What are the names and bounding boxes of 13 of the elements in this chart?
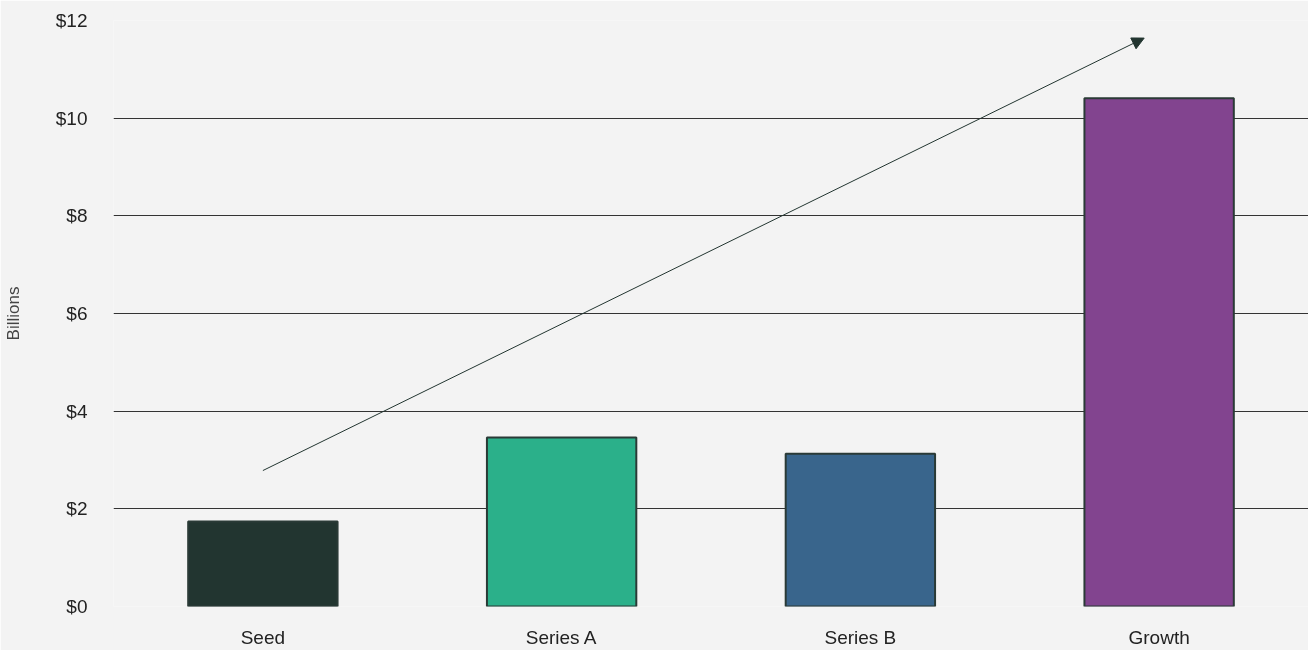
y-tick-label: $4 (66, 400, 88, 422)
y-tick-label: $0 (66, 596, 88, 617)
y-axis-title: Billions (3, 286, 23, 341)
y-tick-label: $12 (55, 10, 88, 31)
bar (187, 520, 339, 607)
y-tick-label: $6 (66, 303, 88, 324)
x-tick-label: Series A (525, 626, 597, 648)
x-tick-label: Seed (240, 626, 286, 648)
y-tick-label: $2 (66, 498, 88, 520)
y-tick-label: $10 (55, 107, 88, 129)
y-tick-label: $8 (66, 205, 88, 227)
x-tick-label: Growth (1128, 626, 1190, 648)
x-tick-label: Series B (824, 626, 897, 648)
